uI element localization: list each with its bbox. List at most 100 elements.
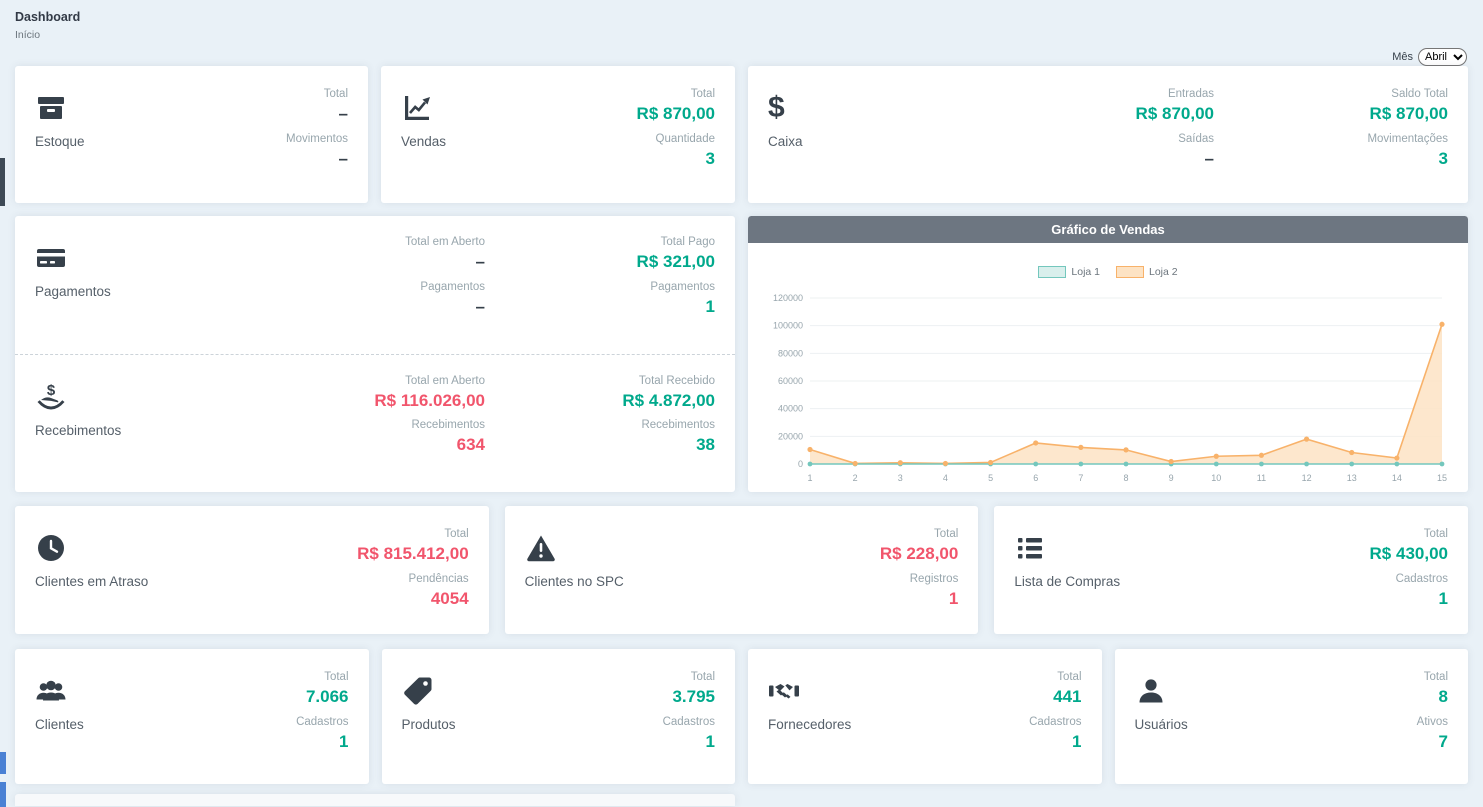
card-left: $ Recebimentos [35, 371, 121, 485]
card-grafico-vendas: Gráfico de Vendas Loja 1 Loja 2 0 20000 400… [748, 216, 1468, 492]
stat: Total R$ 430,00 [1370, 528, 1448, 564]
stat-label: Cadastros [1395, 572, 1448, 585]
card-stats: Total R$ 870,00 Quantidade 3 [637, 82, 715, 193]
stat-label: Cadastros [296, 715, 349, 728]
card-title: Vendas [401, 134, 447, 149]
stat-value: R$ 4.872,00 [622, 390, 715, 410]
stat-value: – [338, 104, 348, 123]
svg-text:120000: 120000 [773, 293, 803, 303]
svg-text:8: 8 [1123, 473, 1128, 483]
card-produtos: Produtos Total 3.795 Cadastros 1 [381, 649, 735, 784]
card-stats: Total 8 Ativos 7 [1417, 665, 1448, 774]
svg-text:15: 15 [1437, 473, 1447, 483]
svg-text:9: 9 [1169, 473, 1174, 483]
stat: Total R$ 228,00 [880, 528, 958, 564]
stat-label: Total Recebido [638, 374, 715, 387]
stat: Pagamentos – [255, 281, 485, 317]
card-left: Estoque [35, 82, 85, 193]
stat: Quantidade 3 [637, 133, 715, 169]
stat-label: Total [444, 528, 469, 540]
stat: Cadastros 1 [1370, 573, 1448, 609]
stat-label: Ativos [1416, 715, 1448, 728]
svg-text:20000: 20000 [778, 431, 803, 441]
stat: Total Recebido R$ 4.872,00 [485, 375, 715, 411]
edge-fragment-dark [0, 158, 5, 206]
stat-label: Total [934, 528, 959, 540]
card-stats: Total R$ 815.412,00 Pendências 4054 [357, 522, 469, 624]
summary-row-2: Pagamentos Total em Aberto – Pagamentos … [15, 216, 1468, 492]
stat-value: 1 [948, 588, 959, 608]
card-title: Pagamentos [35, 284, 111, 299]
stat-value: – [338, 148, 348, 168]
stat-label: Pagamentos [650, 280, 715, 293]
stat-value: – [1204, 148, 1214, 168]
stat-label: Total em Aberto [405, 374, 485, 387]
stat: Total R$ 815.412,00 [357, 528, 469, 564]
stat-label: Cadastros [662, 715, 715, 728]
stat-label: Total [323, 88, 348, 100]
next-row-card-partial [15, 794, 735, 806]
card-estoque: Estoque Total – Movimentos – [15, 66, 368, 203]
stat: Movimentações 3 [1214, 133, 1448, 169]
stat-column: Total em Aberto – Pagamentos – [255, 236, 485, 346]
stat: Recebimentos 634 [255, 419, 485, 455]
legend-label: Loja 1 [1071, 265, 1100, 278]
card-stats: Entradas R$ 870,00 Saídas – Saldo Total … [980, 82, 1448, 193]
stat: Recebimentos 38 [485, 419, 715, 455]
stat-value: 3 [1438, 148, 1448, 168]
stat-value: 4054 [430, 588, 469, 608]
stat-label: Total [1423, 528, 1448, 540]
credit-card-icon [35, 242, 67, 274]
card-title: Clientes em Atraso [35, 574, 149, 589]
stat-label: Recebimentos [411, 419, 485, 432]
svg-text:4: 4 [943, 473, 948, 483]
svg-text:13: 13 [1347, 473, 1357, 483]
card-stats: Total em Aberto – Pagamentos – Total Pag… [255, 232, 715, 346]
stat-label: Recebimentos [641, 419, 715, 432]
card-vendas: Vendas Total R$ 870,00 Quantidade 3 [381, 66, 735, 203]
card-left: $ Caixa [768, 82, 803, 193]
stat-value: 38 [696, 435, 715, 455]
stat: Saídas – [980, 133, 1214, 169]
card-fornecedores: Fornecedores Total 441 Cadastros 1 [748, 649, 1102, 784]
summary-row-3: Clientes em Atraso Total R$ 815.412,00 P… [15, 506, 1468, 634]
stat-label: Total [690, 671, 715, 683]
stat-label: Saldo Total [1391, 88, 1448, 100]
stat-value: R$ 228,00 [879, 544, 959, 563]
card-stats: Total R$ 430,00 Cadastros 1 [1370, 522, 1448, 624]
stat-value: 1 [705, 731, 715, 751]
stat-value: R$ 870,00 [1135, 104, 1214, 123]
card-title: Estoque [35, 134, 85, 149]
card-stats: Total em Aberto R$ 116.026,00 Recebiment… [255, 371, 715, 485]
card-caixa: $ Caixa Entradas R$ 870,00 Saídas – [748, 66, 1468, 203]
legend-item[interactable]: Loja 1 [1038, 265, 1100, 278]
stat-value: 7 [1438, 731, 1448, 751]
card-title: Recebimentos [35, 422, 122, 438]
stat-value: 7.066 [305, 687, 349, 706]
stat-value: 1 [705, 296, 715, 316]
stat-value: 441 [1053, 687, 1082, 706]
card-title: Caixa [768, 134, 803, 149]
stat: Total – [286, 88, 348, 124]
card-stats: Total 3.795 Cadastros 1 [663, 665, 715, 774]
edge-fragment-blue-bottom [0, 782, 6, 807]
card-title: Clientes [35, 717, 84, 732]
card-left: Produtos [402, 665, 456, 774]
stat: Total R$ 870,00 [637, 88, 715, 124]
legend-item[interactable]: Loja 2 [1116, 265, 1178, 278]
stat-label: Pendências [408, 572, 469, 585]
svg-text:0: 0 [798, 459, 803, 469]
card-clientes-em-atraso: Clientes em Atraso Total R$ 815.412,00 P… [15, 506, 489, 634]
users-group-icon [35, 675, 67, 707]
breadcrumb: Início [15, 29, 41, 41]
stat-value: 8 [1438, 687, 1448, 706]
card-title: Produtos [401, 717, 456, 732]
month-select[interactable]: Abril [1418, 48, 1467, 66]
hand-holding-dollar-icon: $ [35, 381, 67, 413]
legend-label: Loja 2 [1149, 265, 1178, 278]
card-pagamentos-recebimentos: Pagamentos Total em Aberto – Pagamentos … [15, 216, 735, 492]
stat-label: Cadastros [1029, 715, 1082, 728]
stat-value: 1 [339, 731, 349, 751]
